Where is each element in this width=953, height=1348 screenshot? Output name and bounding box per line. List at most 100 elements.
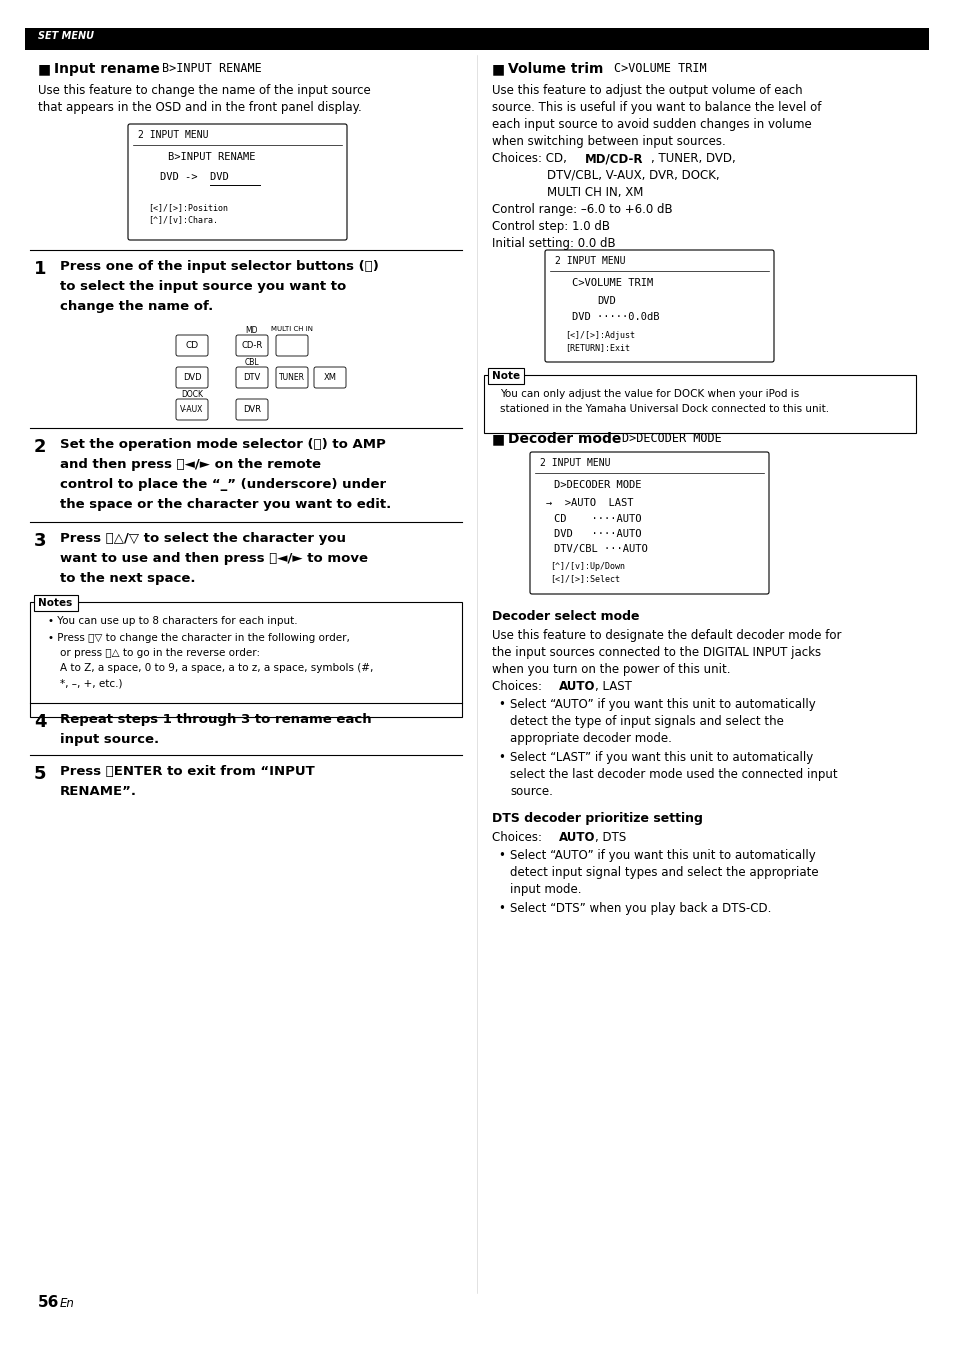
Text: input mode.: input mode. [510,883,581,896]
Text: 56: 56 [38,1295,59,1310]
Text: [^]/[v]:Chara.: [^]/[v]:Chara. [148,214,218,224]
Text: TUNER: TUNER [278,373,305,383]
Text: Use this feature to change the name of the input source: Use this feature to change the name of t… [38,84,371,97]
Text: DTS decoder prioritize setting: DTS decoder prioritize setting [492,811,702,825]
Text: change the name of.: change the name of. [60,301,213,313]
FancyBboxPatch shape [235,367,268,388]
Text: 5: 5 [34,766,47,783]
Text: Notes: Notes [38,599,72,608]
FancyBboxPatch shape [175,399,208,421]
Text: , TUNER, DVD,: , TUNER, DVD, [650,152,735,164]
Text: •: • [497,849,504,861]
Text: stationed in the Yamaha Universal Dock connected to this unit.: stationed in the Yamaha Universal Dock c… [499,404,828,414]
Bar [488,368,523,384]
Text: Choices: CD,: Choices: CD, [492,152,570,164]
Text: XM: XM [323,373,336,383]
Text: source. This is useful if you want to balance the level of: source. This is useful if you want to ba… [492,101,821,115]
Text: CD: CD [185,341,198,350]
Bar [30,603,461,717]
Text: control to place the “_” (underscore) under: control to place the “_” (underscore) un… [60,479,386,491]
FancyBboxPatch shape [275,336,308,356]
Text: •: • [497,902,504,915]
Text: [<]/[>]:Adjust: [<]/[>]:Adjust [564,332,635,340]
Text: ■: ■ [492,62,504,75]
Text: DVD ->  DVD: DVD -> DVD [160,173,229,182]
Text: [^]/[v]:Up/Down: [^]/[v]:Up/Down [550,562,624,572]
Text: AUTO: AUTO [558,679,595,693]
Text: Control range: –6.0 to +6.0 dB: Control range: –6.0 to +6.0 dB [492,204,672,216]
Text: , LAST: , LAST [595,679,631,693]
FancyBboxPatch shape [544,249,773,363]
Text: DVR: DVR [243,406,261,414]
Text: DVD: DVD [597,297,615,306]
Text: [<]/[>]:Select: [<]/[>]:Select [550,574,619,582]
Text: DVD   ····AUTO: DVD ····AUTO [554,528,640,539]
Text: *, –, +, etc.): *, –, +, etc.) [60,678,122,687]
Text: C>VOLUME TRIM: C>VOLUME TRIM [572,278,653,288]
Text: the input sources connected to the DIGITAL INPUT jacks: the input sources connected to the DIGIT… [492,646,821,659]
Text: Select “AUTO” if you want this unit to automatically: Select “AUTO” if you want this unit to a… [510,698,815,710]
Text: when you turn on the power of this unit.: when you turn on the power of this unit. [492,663,730,675]
Text: ■: ■ [38,62,51,75]
Text: MULTI CH IN: MULTI CH IN [271,326,313,332]
Text: • You can use up to 8 characters for each input.: • You can use up to 8 characters for eac… [48,616,297,625]
Text: →  >AUTO  LAST: → >AUTO LAST [545,497,633,508]
Text: B>INPUT RENAME: B>INPUT RENAME [162,62,261,75]
Text: or press ⓓ△ to go in the reverse order:: or press ⓓ△ to go in the reverse order: [60,648,260,658]
Text: Set the operation mode selector (Ⓑ) to AMP: Set the operation mode selector (Ⓑ) to A… [60,438,385,452]
Text: DOCK: DOCK [181,390,203,399]
Text: DTV: DTV [243,373,260,383]
Text: MULTI CH IN, XM: MULTI CH IN, XM [546,186,642,200]
Text: ■: ■ [492,431,504,446]
FancyBboxPatch shape [235,399,268,421]
Text: 4: 4 [34,713,47,731]
FancyBboxPatch shape [530,452,768,594]
Text: A to Z, a space, 0 to 9, a space, a to z, a space, symbols (#,: A to Z, a space, 0 to 9, a space, a to z… [60,663,373,673]
Text: CD-R: CD-R [241,341,262,350]
Text: C>VOLUME TRIM: C>VOLUME TRIM [614,62,706,75]
Text: 2 INPUT MENU: 2 INPUT MENU [555,256,625,266]
Text: 2 INPUT MENU: 2 INPUT MENU [539,458,610,468]
Text: Use this feature to designate the default decoder mode for: Use this feature to designate the defaul… [492,630,841,642]
Text: 1: 1 [34,260,47,278]
Text: to select the input source you want to: to select the input source you want to [60,280,346,293]
Text: Input rename: Input rename [54,62,160,75]
Text: MD: MD [246,326,258,336]
FancyBboxPatch shape [235,336,268,356]
Text: AUTO: AUTO [558,830,595,844]
Text: Press ⓓENTER to exit from “INPUT: Press ⓓENTER to exit from “INPUT [60,766,314,778]
Text: DVD ·····0.0dB: DVD ·····0.0dB [572,311,659,322]
Text: Note: Note [492,371,519,381]
Text: •: • [497,751,504,764]
Text: V-AUX: V-AUX [180,406,204,414]
Text: •: • [497,698,504,710]
Text: DTV/CBL ···AUTO: DTV/CBL ···AUTO [554,545,647,554]
Text: CD    ····AUTO: CD ····AUTO [554,514,640,524]
Text: 2: 2 [34,438,47,456]
Text: appropriate decoder mode.: appropriate decoder mode. [510,732,671,745]
Text: the space or the character you want to edit.: the space or the character you want to e… [60,497,391,511]
Text: and then press ⓓ◄/► on the remote: and then press ⓓ◄/► on the remote [60,458,320,470]
Text: detect the type of input signals and select the: detect the type of input signals and sel… [510,714,783,728]
Text: B>INPUT RENAME: B>INPUT RENAME [168,152,255,162]
Text: that appears in the OSD and in the front panel display.: that appears in the OSD and in the front… [38,101,361,115]
Text: Initial setting: 0.0 dB: Initial setting: 0.0 dB [492,237,615,249]
Text: each input source to avoid sudden changes in volume: each input source to avoid sudden change… [492,119,811,131]
Text: Volume trim: Volume trim [507,62,602,75]
FancyBboxPatch shape [128,124,347,240]
Text: source.: source. [510,785,553,798]
Text: select the last decoder mode used the connected input: select the last decoder mode used the co… [510,768,837,780]
Text: CBL: CBL [244,359,259,367]
Text: DTV/CBL, V-AUX, DVR, DOCK,: DTV/CBL, V-AUX, DVR, DOCK, [546,168,719,182]
Text: Select “AUTO” if you want this unit to automatically: Select “AUTO” if you want this unit to a… [510,849,815,861]
Text: Decoder select mode: Decoder select mode [492,611,639,623]
Text: , DTS: , DTS [595,830,625,844]
Text: En: En [60,1297,74,1310]
Text: Decoder mode: Decoder mode [507,431,620,446]
Bar [25,28,928,50]
Text: Use this feature to adjust the output volume of each: Use this feature to adjust the output vo… [492,84,801,97]
Text: D>DECODER MODE: D>DECODER MODE [554,480,640,491]
Text: [RETURN]:Exit: [RETURN]:Exit [564,342,629,352]
Text: Select “DTS” when you play back a DTS-CD.: Select “DTS” when you play back a DTS-CD… [510,902,771,915]
FancyBboxPatch shape [175,336,208,356]
